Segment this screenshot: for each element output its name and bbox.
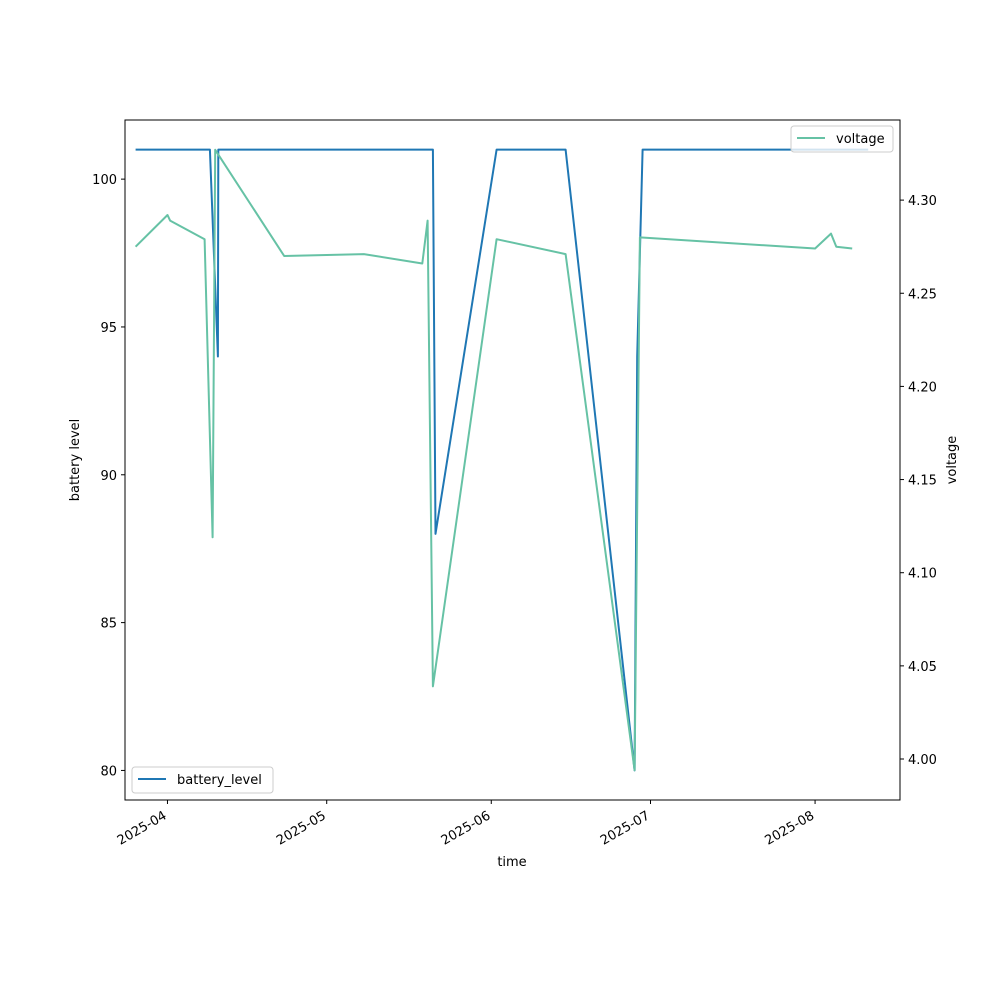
left-axis-title: battery level (68, 419, 83, 502)
left-tick-label: 80 (100, 764, 117, 779)
legend-battery-level: battery_level (131, 766, 274, 794)
right-axis-title: voltage (945, 436, 960, 485)
left-axis-ticks: 80 85 90 95 100 (92, 173, 125, 779)
left-tick-label: 85 (100, 617, 117, 632)
plot-frame (124, 119, 901, 801)
right-tick-label: 4.05 (908, 660, 937, 675)
left-tick-label: 90 (100, 469, 117, 484)
legend-label: voltage (836, 132, 885, 147)
right-tick-label: 4.25 (908, 287, 937, 302)
legend-label: battery_level (177, 773, 262, 788)
left-tick-label: 100 (92, 173, 117, 188)
right-tick-label: 4.30 (908, 194, 937, 209)
x-axis-title: time (497, 855, 526, 870)
right-tick-label: 4.20 (908, 380, 937, 395)
right-axis-ticks: 4.00 4.05 4.10 4.15 4.20 4.25 4.30 (900, 194, 937, 768)
series-layer (134, 148, 869, 772)
legend-voltage: voltage (790, 125, 894, 153)
right-tick-label: 4.00 (908, 753, 937, 768)
left-tick-label: 95 (100, 321, 117, 336)
series-line-voltage (134, 148, 853, 772)
plot-area (125, 120, 900, 800)
right-tick-label: 4.15 (908, 474, 937, 489)
right-tick-label: 4.10 (908, 567, 937, 582)
legend-box (790, 125, 894, 153)
legend-box (131, 766, 274, 794)
